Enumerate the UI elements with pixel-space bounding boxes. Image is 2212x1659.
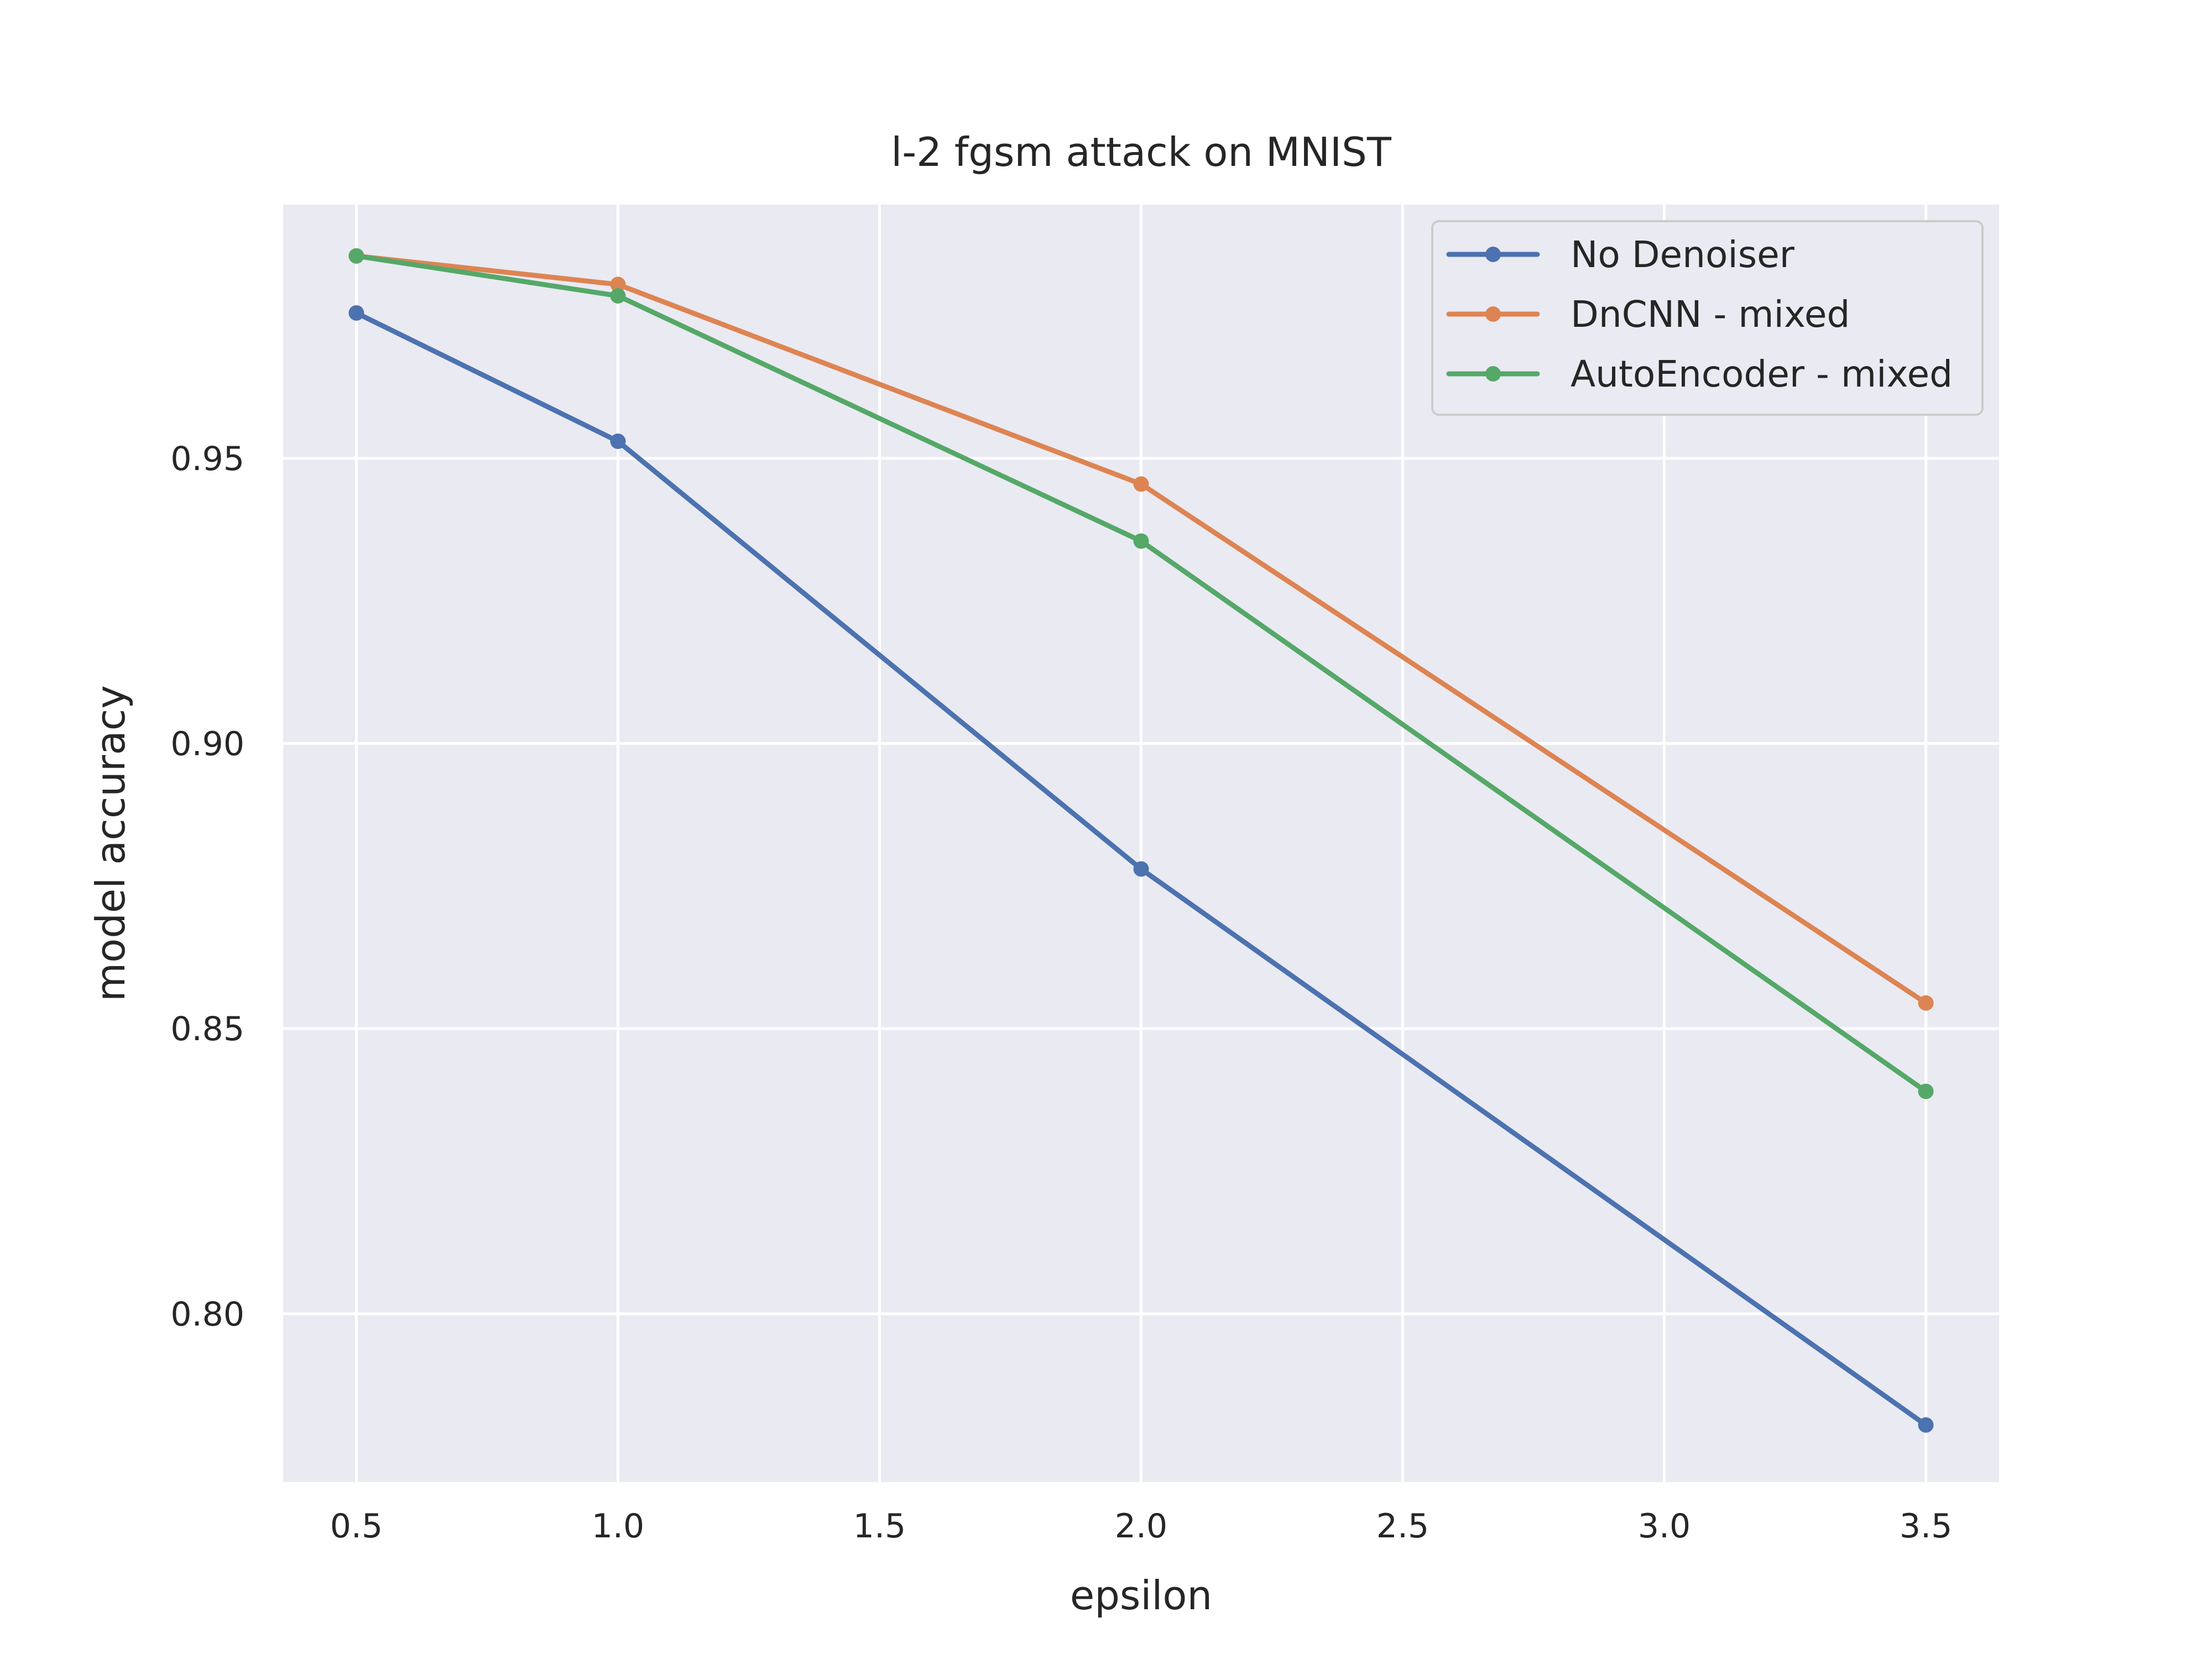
x-axis-label: epsilon (1070, 1572, 1212, 1619)
legend-label: No Denoiser (1571, 233, 1795, 276)
x-tick-label: 3.0 (1638, 1507, 1691, 1546)
data-point (1918, 1083, 1934, 1099)
y-tick-label: 0.95 (170, 440, 244, 478)
y-tick-label: 0.90 (170, 725, 244, 764)
legend-label: AutoEncoder - mixed (1571, 353, 1953, 395)
series-line (353, 253, 1929, 1094)
data-point (610, 276, 626, 293)
x-tick-label: 2.5 (1376, 1507, 1429, 1546)
data-point (1918, 1417, 1934, 1433)
legend-item: AutoEncoder - mixed (1446, 353, 1953, 395)
legend: No Denoiser DnCNN - mixed AutoEncoder - mi… (1431, 220, 1984, 416)
legend-swatch-marker (1485, 306, 1501, 322)
data-point (1133, 476, 1149, 492)
x-tick-label: 3.5 (1900, 1507, 1952, 1546)
legend-item: DnCNN - mixed (1446, 293, 1850, 336)
x-tick-label: 1.0 (592, 1507, 644, 1546)
legend-label: DnCNN - mixed (1571, 293, 1850, 336)
x-tick-label: 0.5 (330, 1507, 383, 1546)
data-point (348, 248, 364, 264)
data-point (1133, 533, 1149, 549)
x-tick-label: 2.0 (1115, 1507, 1167, 1546)
y-tick-label: 0.85 (170, 1010, 244, 1048)
y-tick-label: 0.80 (170, 1295, 244, 1334)
legend-box (1431, 220, 1984, 416)
series-autoencoder-mixed (348, 248, 1934, 1099)
data-point (610, 288, 626, 304)
chart-title: l-2 fgsm attack on MNIST (891, 129, 1392, 175)
series-line (353, 253, 1929, 1006)
series-no-denoiser (348, 305, 1934, 1433)
series-line (353, 310, 1929, 1428)
y-axis-label: model accuracy (87, 685, 134, 1001)
tick-labels: 0.5 1.0 1.5 2.0 2.5 3.0 3.5 0.80 0.85 0.90 0.95 (170, 440, 1952, 1546)
grid (283, 205, 1999, 1482)
data-point (610, 433, 626, 449)
data-point (348, 305, 364, 321)
data-point (1918, 995, 1934, 1011)
data-point (1133, 861, 1149, 877)
series-layer (348, 248, 1934, 1433)
legend-swatch-marker (1485, 366, 1501, 382)
x-tick-label: 1.5 (853, 1507, 906, 1546)
legend-item: No Denoiser (1446, 233, 1795, 276)
legend-swatch-marker (1485, 247, 1501, 262)
